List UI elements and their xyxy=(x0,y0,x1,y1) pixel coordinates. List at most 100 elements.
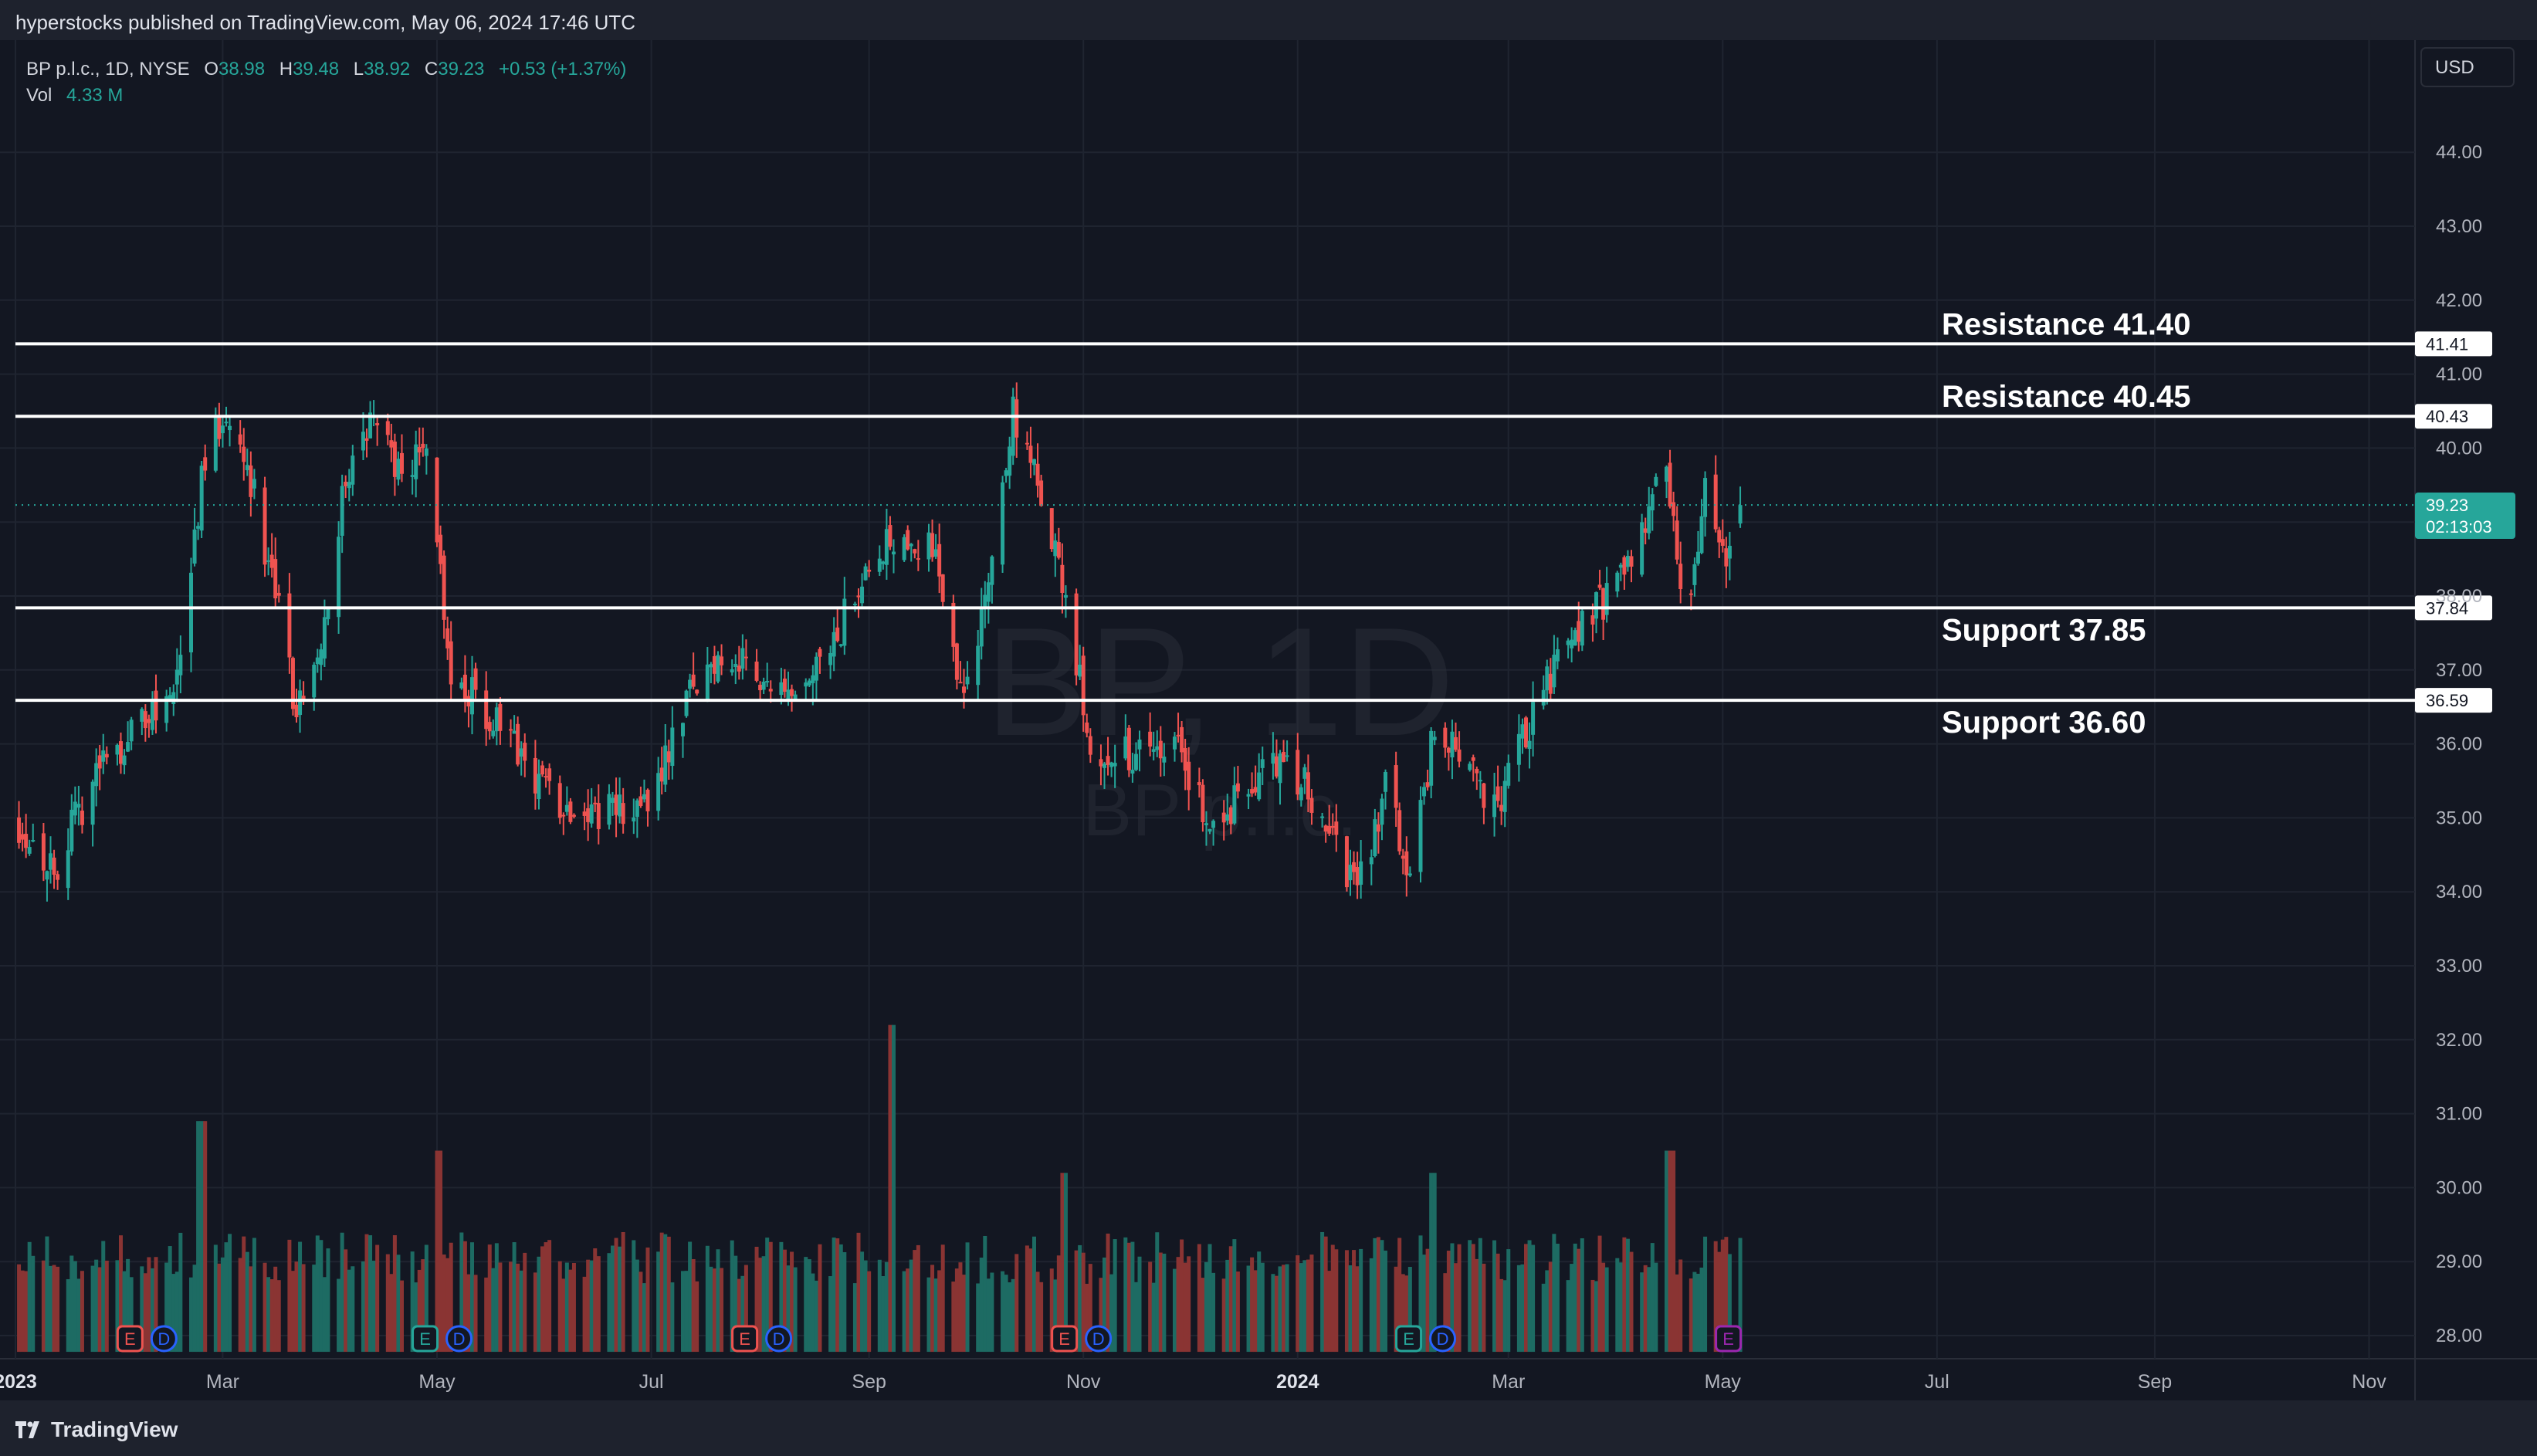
candle-body xyxy=(439,534,443,564)
last-price-marker: 39.23 02:13:03 xyxy=(2415,493,2515,539)
event-marker-label: D xyxy=(773,1329,785,1349)
volume-bar xyxy=(1668,1150,1672,1353)
candle-body xyxy=(347,482,351,489)
volume-bar xyxy=(119,1235,123,1353)
volume-bar xyxy=(881,1275,886,1353)
volume-bar xyxy=(69,1255,74,1353)
candlestick-chart[interactable]: BP, 1D BP p.l.c. Resistance 41.4041.41Re… xyxy=(0,40,2537,1400)
volume-bar xyxy=(807,1259,811,1353)
earnings-marker xyxy=(1395,1325,1423,1353)
volume-bar xyxy=(1689,1278,1693,1353)
level-label: Support 37.85 xyxy=(1942,613,2146,647)
volume-bar xyxy=(1520,1264,1525,1353)
volume-bar xyxy=(340,1232,344,1353)
time-tick-label: Sep xyxy=(2138,1371,2172,1393)
candle-body xyxy=(720,656,724,665)
candle-body xyxy=(424,448,428,456)
volume-bar xyxy=(1647,1267,1651,1353)
candle-body xyxy=(1250,789,1255,794)
candle-body xyxy=(965,676,970,685)
legend-change: +0.53 (+1.37%) xyxy=(499,59,626,80)
candle-body xyxy=(632,817,636,822)
price-tick-label: 41.00 xyxy=(2436,364,2482,385)
volume-bar xyxy=(1672,1150,1676,1353)
volume-bar xyxy=(1008,1282,1012,1353)
candle-body xyxy=(1246,794,1251,797)
candle-body xyxy=(150,699,154,730)
time-axis[interactable]: 2023 Mar May Jul Sep Nov 2024 Mar May Jul Sep Nov xyxy=(0,1371,2386,1393)
candle-body xyxy=(1330,825,1335,828)
volume-bar xyxy=(519,1270,523,1353)
volume-bar xyxy=(1615,1258,1620,1353)
volume-bar xyxy=(743,1265,748,1353)
candle-body xyxy=(1355,866,1360,885)
candle-body xyxy=(269,554,274,568)
volume-bar xyxy=(31,1255,36,1353)
chart-area[interactable]: BP, 1D BP p.l.c. Resistance 41.40 41.41 Re… xyxy=(0,40,2537,1400)
volume-bar xyxy=(1330,1244,1335,1353)
candle-body xyxy=(213,417,218,471)
volume-bar xyxy=(1309,1255,1314,1353)
volume-bar xyxy=(1359,1248,1363,1353)
candle-body xyxy=(1028,445,1033,463)
event-marker-label: E xyxy=(739,1329,750,1349)
level-axis-badge xyxy=(2415,688,2492,713)
volume-bar xyxy=(1555,1244,1560,1353)
candle-body xyxy=(470,677,474,715)
currency-button-frame[interactable] xyxy=(2420,47,2515,87)
volume-bar xyxy=(607,1253,611,1353)
volume-bar xyxy=(1394,1266,1398,1353)
volume-bar xyxy=(1211,1272,1216,1353)
volume-bar xyxy=(1692,1271,1697,1353)
volume-bar xyxy=(1552,1234,1556,1353)
volume-bar xyxy=(1397,1238,1402,1353)
volume-bar xyxy=(779,1241,784,1353)
candle-body xyxy=(66,850,70,889)
volume-bar xyxy=(1502,1280,1507,1353)
price-tick-label: 35.00 xyxy=(2436,808,2482,828)
volume-bar xyxy=(835,1238,840,1353)
candle-body xyxy=(389,440,394,448)
volume-bar xyxy=(733,1255,738,1353)
price-axis[interactable]: 44.0043.0042.0041.0040.0039.0038.0037.00… xyxy=(2436,142,2482,1346)
candle-body xyxy=(758,685,763,691)
candle-body xyxy=(442,555,446,620)
volume-bar xyxy=(238,1258,242,1353)
volume-bar xyxy=(24,1271,29,1353)
candle-body xyxy=(1471,757,1475,761)
candle-body xyxy=(1647,506,1651,533)
volume-bar xyxy=(1225,1259,1230,1353)
candle-body xyxy=(1384,772,1387,792)
volume-bar xyxy=(1738,1238,1743,1353)
candle-body xyxy=(1689,593,1693,595)
candle-body xyxy=(1618,564,1623,568)
volume-bar xyxy=(1640,1272,1644,1353)
volume-bar xyxy=(709,1266,713,1353)
volume-bar xyxy=(1418,1235,1423,1353)
level-axis-badge xyxy=(2415,404,2492,429)
volume-bar xyxy=(958,1262,963,1353)
currency-label[interactable]: USD xyxy=(2435,57,2474,78)
volume-bar xyxy=(863,1260,868,1353)
candle-body xyxy=(1401,855,1405,859)
candle-body xyxy=(242,446,246,462)
candle-body xyxy=(1429,730,1434,786)
candle-body xyxy=(143,711,147,729)
volume-bar xyxy=(294,1261,299,1353)
level-label: Resistance 41.40 xyxy=(1942,307,2190,341)
volume-bar xyxy=(1320,1231,1325,1353)
candle-body xyxy=(586,808,591,822)
candle-body xyxy=(1197,782,1201,786)
tradingview-logo[interactable]: TradingView xyxy=(15,1417,178,1442)
level-label: Support 36.60 xyxy=(1942,706,2146,740)
volume-bar xyxy=(417,1269,422,1353)
candle-body xyxy=(94,763,99,787)
earnings-marker xyxy=(412,1325,439,1353)
candle-body xyxy=(115,744,120,755)
candle-body xyxy=(1183,748,1187,771)
candle-body xyxy=(990,556,994,585)
candle-body xyxy=(1187,761,1191,791)
candle-body xyxy=(31,840,36,842)
currency-button[interactable]: USD xyxy=(2420,47,2515,87)
